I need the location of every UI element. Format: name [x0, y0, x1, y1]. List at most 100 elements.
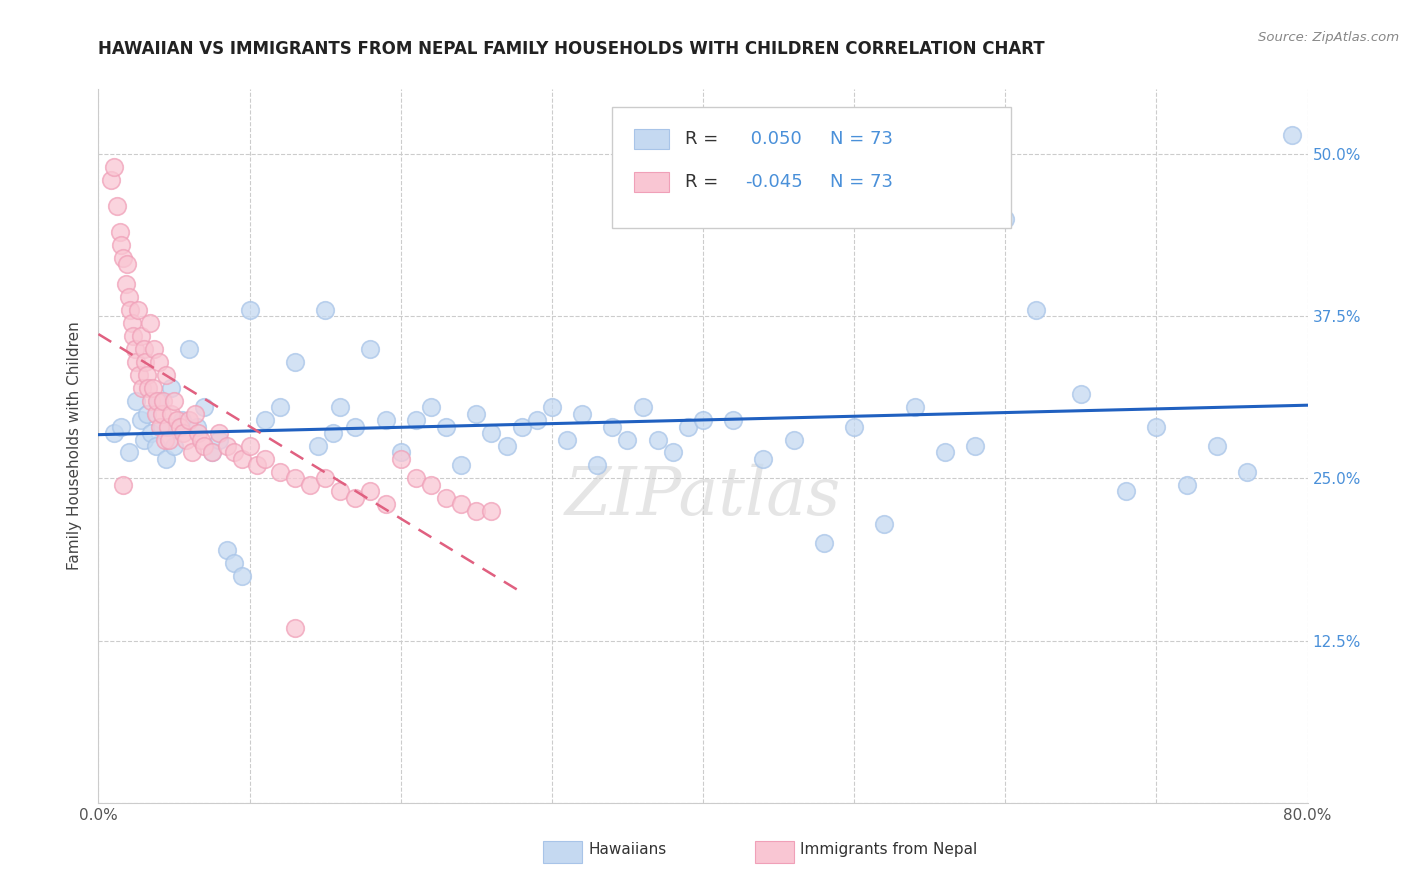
Point [172, 425, 194, 440]
Point [420, 400, 443, 414]
Point [661, 445, 683, 459]
Point [269, 465, 291, 479]
Point [155, 368, 177, 382]
Point [602, 419, 624, 434]
Point [571, 407, 593, 421]
Point [159, 433, 181, 447]
Point [141, 393, 163, 408]
Point [160, 407, 183, 421]
Point [844, 419, 866, 434]
Point [135, 368, 157, 382]
Point [904, 400, 927, 414]
Point [141, 425, 163, 440]
Point [434, 419, 457, 434]
Point [108, 225, 131, 239]
Point [253, 413, 276, 427]
Point [360, 342, 382, 356]
Point [143, 342, 166, 356]
Point [1144, 419, 1167, 434]
Point [131, 381, 153, 395]
Point [128, 368, 150, 382]
Point [540, 400, 562, 414]
Point [752, 452, 775, 467]
Point [190, 433, 212, 447]
Point [813, 536, 835, 550]
Point [125, 393, 148, 408]
Point [246, 458, 269, 473]
Text: Immigrants from Nepal: Immigrants from Nepal [800, 842, 977, 856]
Point [114, 277, 136, 291]
Point [208, 425, 231, 440]
Text: R =: R = [685, 130, 724, 148]
Point [224, 445, 246, 459]
Point [120, 302, 142, 317]
Point [124, 342, 146, 356]
Point [405, 413, 427, 427]
Point [103, 425, 125, 440]
Point [105, 199, 128, 213]
Text: HAWAIIAN VS IMMIGRANTS FROM NEPAL FAMILY HOUSEHOLDS WITH CHILDREN CORRELATION CH: HAWAIIAN VS IMMIGRANTS FROM NEPAL FAMILY… [98, 40, 1045, 58]
Point [344, 491, 367, 505]
Point [215, 542, 238, 557]
Point [129, 413, 152, 427]
Point [186, 419, 208, 434]
Point [676, 419, 699, 434]
Point [239, 439, 262, 453]
Point [110, 238, 132, 252]
Point [121, 316, 143, 330]
Point [307, 439, 329, 453]
Point [314, 302, 336, 317]
Text: ZIPatlas: ZIPatlas [565, 463, 841, 529]
FancyBboxPatch shape [613, 107, 1011, 228]
Point [169, 419, 191, 434]
Point [145, 407, 167, 421]
Point [692, 413, 714, 427]
Point [510, 419, 533, 434]
Point [155, 452, 177, 467]
Text: R =: R = [685, 173, 724, 191]
Y-axis label: Family Households with Children: Family Households with Children [67, 322, 83, 570]
Point [179, 342, 201, 356]
Point [934, 445, 956, 459]
Point [253, 452, 276, 467]
Point [555, 433, 578, 447]
Point [647, 433, 669, 447]
Point [465, 504, 488, 518]
Point [329, 400, 352, 414]
Point [284, 354, 307, 368]
Point [201, 445, 224, 459]
Point [100, 173, 122, 187]
Point [150, 407, 173, 421]
Point [118, 290, 141, 304]
Point [723, 413, 745, 427]
Point [132, 342, 155, 356]
Point [994, 211, 1017, 226]
Point [160, 381, 183, 395]
Point [166, 413, 188, 427]
Point [374, 497, 396, 511]
Point [450, 497, 472, 511]
Point [146, 393, 169, 408]
Point [118, 445, 141, 459]
Point [631, 400, 654, 414]
Text: 0.050: 0.050 [745, 130, 801, 148]
Point [783, 433, 806, 447]
Point [111, 251, 134, 265]
Point [481, 425, 503, 440]
Point [231, 452, 253, 467]
Point [374, 413, 396, 427]
Text: N = 73: N = 73 [830, 130, 893, 148]
Point [215, 439, 238, 453]
Point [184, 407, 207, 421]
Point [450, 458, 472, 473]
Point [360, 484, 382, 499]
Text: Source: ZipAtlas.com: Source: ZipAtlas.com [1258, 31, 1399, 45]
Point [1175, 478, 1198, 492]
Point [163, 439, 186, 453]
FancyBboxPatch shape [543, 840, 582, 863]
Point [110, 419, 132, 434]
Point [103, 160, 125, 174]
Point [136, 381, 159, 395]
Point [239, 302, 262, 317]
Point [152, 393, 174, 408]
